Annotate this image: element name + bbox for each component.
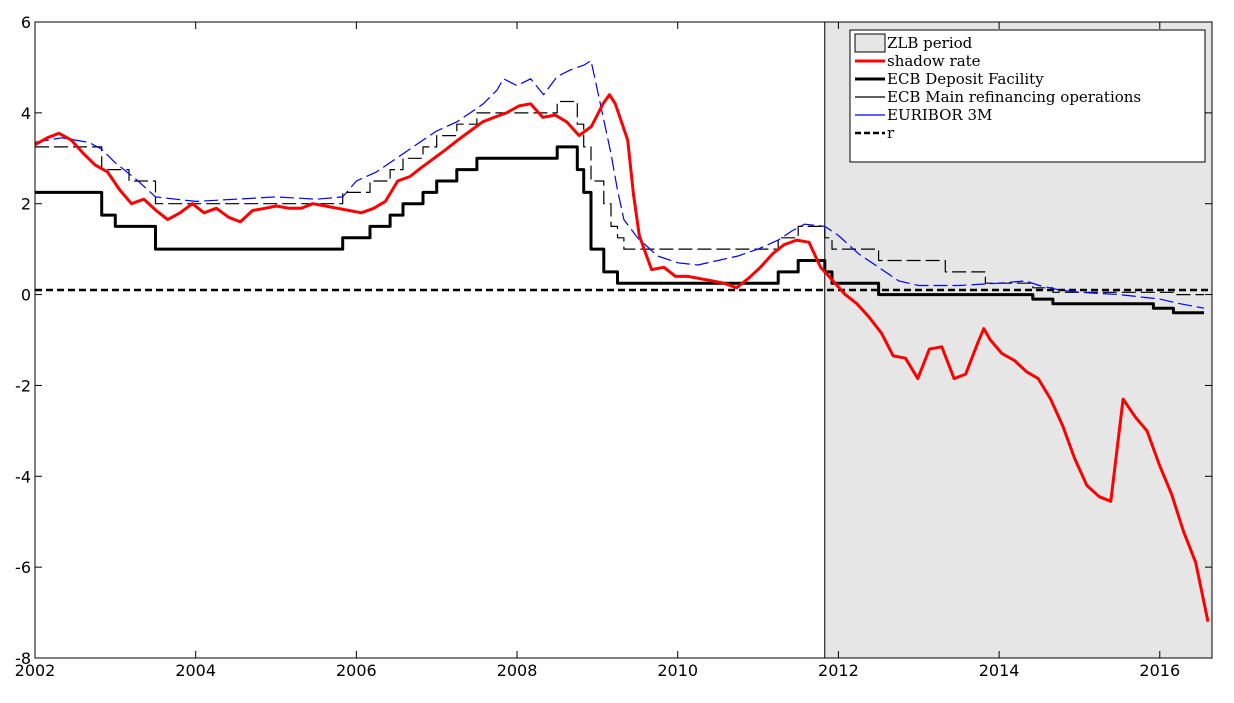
legend-entry-ecb-main-refinancing-operations: ECB Main refinancing operations xyxy=(855,88,1141,106)
legend-label: ECB Deposit Facility xyxy=(887,70,1044,88)
legend-entry-euribor-3m: EURIBOR 3M xyxy=(855,106,992,124)
series-line-euribor-3m xyxy=(34,60,1205,309)
x-tick-label: 2016 xyxy=(1139,661,1180,680)
legend-box xyxy=(849,29,1206,163)
series-line-ecb-deposit-facility xyxy=(35,145,1204,315)
y-tick-label: 4 xyxy=(21,104,31,123)
legend-label: r xyxy=(887,124,895,142)
legend-label: ECB Main refinancing operations xyxy=(887,88,1141,106)
plot-frame xyxy=(34,21,1213,659)
y-tick-label: -2 xyxy=(15,376,31,395)
y-tick-label: -4 xyxy=(15,467,31,486)
series-layer xyxy=(34,60,1212,623)
x-tick-label: 2006 xyxy=(336,661,377,680)
x-tick-label: 2008 xyxy=(497,661,538,680)
x-tick-label: 2004 xyxy=(175,661,216,680)
x-tick-label: 2014 xyxy=(979,661,1020,680)
legend-entry-shadow-rate: shadow rate xyxy=(855,52,981,70)
legend-label: shadow rate xyxy=(887,52,981,70)
y-tick-label: 6 xyxy=(21,13,31,32)
legend-entry-r: r xyxy=(855,124,895,142)
legend-entry-ecb-deposit-facility: ECB Deposit Facility xyxy=(855,70,1044,88)
x-tick-label: 2012 xyxy=(818,661,859,680)
x-tick-label: 2010 xyxy=(657,661,698,680)
legend-entry-zlb-period: ZLB period xyxy=(854,33,973,53)
y-tick-label: 2 xyxy=(21,195,31,214)
series-line-shadow-rate xyxy=(34,93,1210,623)
series-line-ecb-main-refinancing-operations xyxy=(35,100,1204,296)
legend-swatch xyxy=(854,33,886,53)
y-tick-label: 0 xyxy=(21,286,31,305)
axis-ticks: 2002 2004 2006 2008 2010 2012 2014 2016 -8 -6 -4 -2… xyxy=(15,13,1212,680)
legend-label: ZLB period xyxy=(887,34,973,52)
y-tick-label: -6 xyxy=(15,558,31,577)
y-tick-label: -8 xyxy=(15,649,31,668)
x-tick-label: 2002 xyxy=(15,661,56,680)
legend-label: EURIBOR 3M xyxy=(887,106,992,124)
